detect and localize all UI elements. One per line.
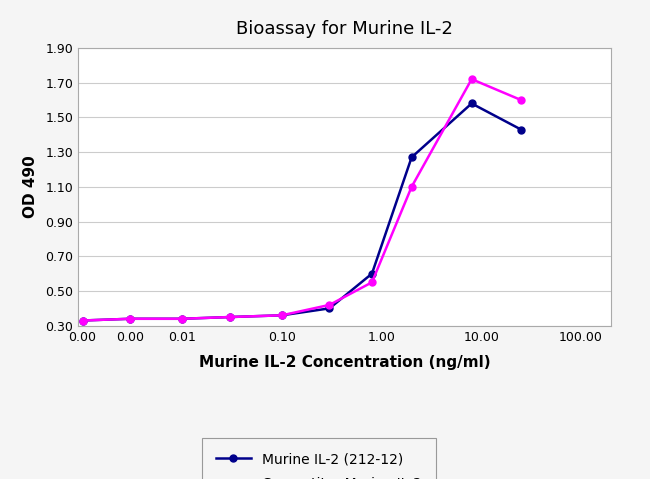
Murine IL-2 (212-12) <box>278 312 286 318</box>
Competitor Murine IL-2 <box>226 314 234 320</box>
Competitor Murine IL-2 <box>468 76 476 82</box>
Murine IL-2 (212-12) <box>126 316 134 322</box>
Murine IL-2 (212-12) <box>517 126 525 132</box>
Murine IL-2 (212-12) <box>326 306 333 311</box>
Murine IL-2 (212-12) <box>226 314 234 320</box>
Title: Bioassay for Murine IL-2: Bioassay for Murine IL-2 <box>236 20 453 38</box>
Line: Murine IL-2 (212-12): Murine IL-2 (212-12) <box>79 100 525 324</box>
Competitor Murine IL-2 <box>278 312 286 318</box>
Murine IL-2 (212-12) <box>79 318 86 323</box>
X-axis label: Murine IL-2 Concentration (ng/ml): Murine IL-2 Concentration (ng/ml) <box>199 354 490 370</box>
Competitor Murine IL-2 <box>126 316 134 322</box>
Competitor Murine IL-2 <box>408 184 415 190</box>
Competitor Murine IL-2 <box>79 318 86 323</box>
Y-axis label: OD 490: OD 490 <box>23 155 38 218</box>
Murine IL-2 (212-12) <box>468 101 476 106</box>
Line: Competitor Murine IL-2: Competitor Murine IL-2 <box>79 76 525 324</box>
Murine IL-2 (212-12) <box>368 271 376 276</box>
Competitor Murine IL-2 <box>326 302 333 308</box>
Murine IL-2 (212-12) <box>178 316 186 322</box>
Murine IL-2 (212-12) <box>408 154 415 160</box>
Competitor Murine IL-2 <box>517 97 525 103</box>
Competitor Murine IL-2 <box>368 279 376 285</box>
Legend: Murine IL-2 (212-12), Competitor Murine IL-2: Murine IL-2 (212-12), Competitor Murine … <box>202 438 436 479</box>
Competitor Murine IL-2 <box>178 316 186 322</box>
